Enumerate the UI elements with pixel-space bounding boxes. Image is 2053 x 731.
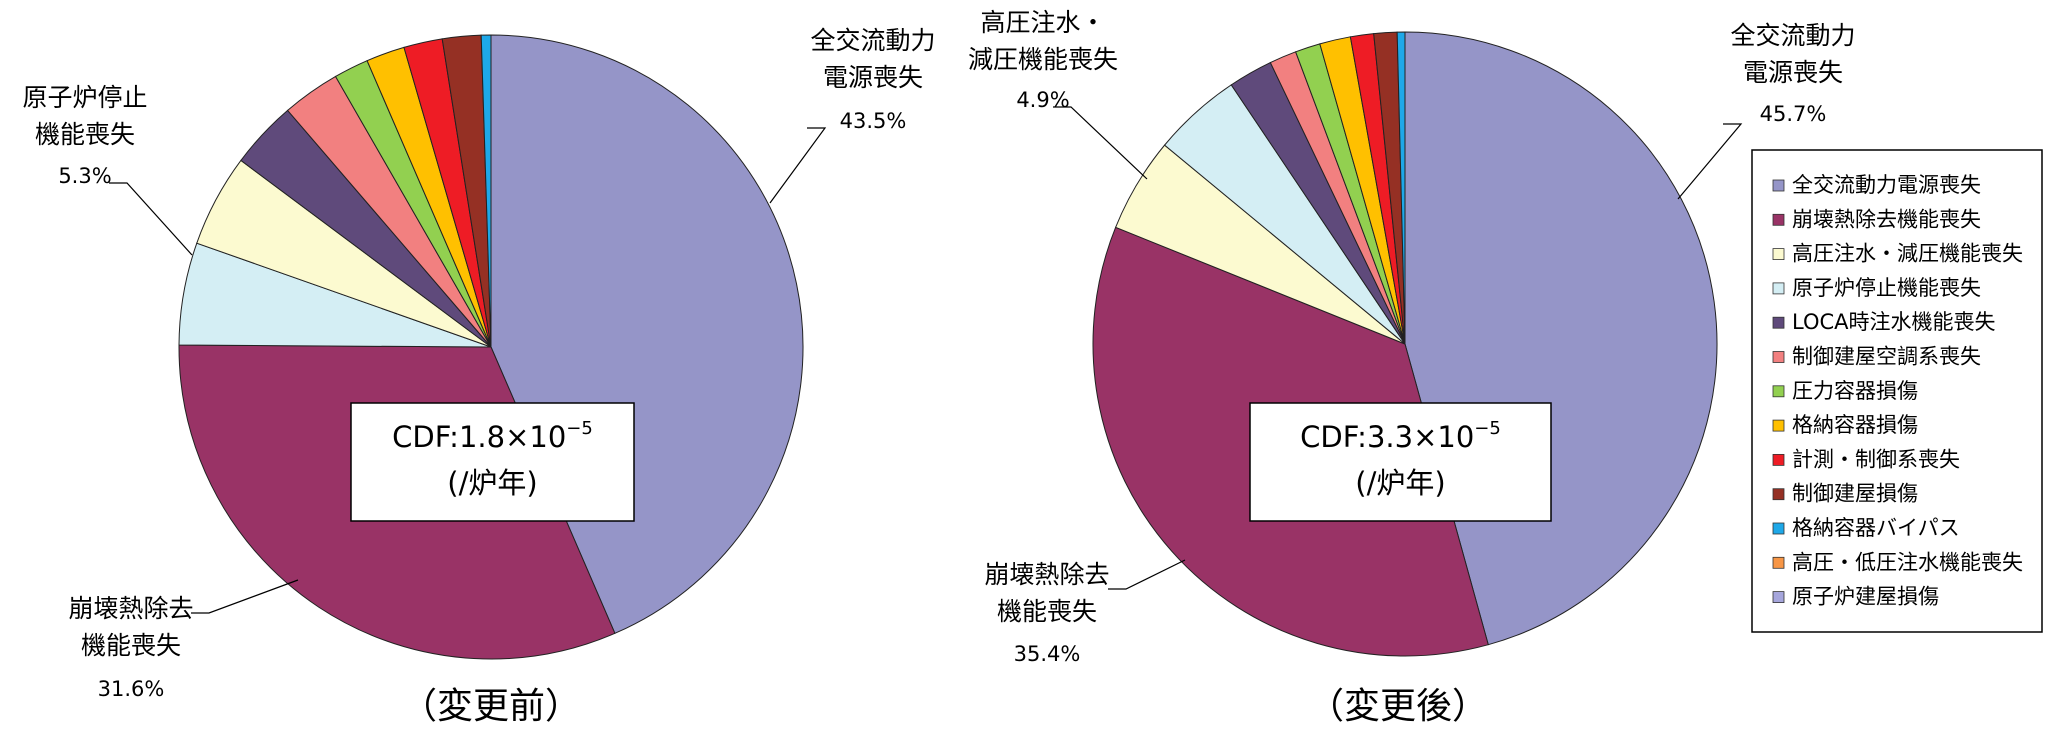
pie-slice [1396, 31, 1406, 345]
cdf-main: CDF:1.8×10 [392, 420, 566, 454]
cdf-box [350, 402, 635, 522]
chart-title: （変更前） [401, 686, 581, 727]
legend-swatch [1772, 316, 1785, 329]
slice-label: 崩壊熱除去 [984, 560, 1109, 589]
legend-label: 格納容器バイパス [1792, 516, 1960, 540]
legend-swatch [1772, 522, 1785, 535]
legend-label: 計測・制御系喪失 [1792, 447, 1960, 471]
slice-label: 機能喪失 [81, 631, 181, 660]
legend-label: 格納容器損傷 [1792, 413, 1918, 437]
legend-label: 原子炉建屋損傷 [1792, 585, 1939, 609]
slice-value-label: 45.7% [1760, 102, 1827, 126]
legend-label: LOCA時注水機能喪失 [1792, 310, 1996, 334]
leader-line [191, 579, 299, 614]
slice-value-label: 31.6% [98, 677, 165, 701]
slice-value-label: 5.3% [58, 164, 111, 188]
cdf-unit: (/炉年) [1355, 466, 1445, 500]
legend-label: 崩壊熱除去機能喪失 [1792, 207, 1981, 231]
cdf-text: CDF:3.3×10−5 [1300, 418, 1501, 454]
legend-swatch [1772, 453, 1785, 466]
slice-value-label: 35.4% [1014, 642, 1081, 666]
slice-label: 崩壊熱除去 [68, 594, 193, 623]
cdf-text: CDF:1.8×10−5 [392, 418, 593, 454]
leader-line [769, 127, 827, 204]
slice-value-label: 4.9% [1016, 88, 1069, 112]
slice-label: 高圧注水・ [980, 8, 1105, 37]
leader-line [1053, 106, 1148, 180]
legend-swatch [1772, 385, 1785, 398]
legend-label: 高圧注水・減圧機能喪失 [1792, 242, 2023, 266]
legend-swatch [1772, 591, 1785, 603]
legend-swatch [1772, 248, 1785, 261]
pie-slice [480, 34, 492, 348]
legend-swatch [1772, 419, 1785, 432]
cdf-exponent: −5 [566, 418, 593, 439]
legend-swatch [1772, 213, 1785, 226]
legend-swatch [1772, 351, 1785, 363]
slice-label: 電源喪失 [823, 63, 923, 92]
legend-swatch [1772, 282, 1785, 295]
leader-line [1677, 123, 1743, 200]
cdf-unit: (/炉年) [447, 466, 537, 500]
legend-swatch [1772, 179, 1785, 192]
legend-label: 全交流動力電源喪失 [1792, 173, 1981, 197]
leader-line [109, 182, 193, 256]
cdf-exponent: −5 [1474, 418, 1501, 439]
slice-label: 減圧機能喪失 [968, 45, 1118, 74]
cdf-main: CDF:3.3×10 [1300, 420, 1474, 454]
legend-label: 制御建屋空調系喪失 [1792, 345, 1981, 369]
slice-value-label: 43.5% [840, 109, 907, 133]
legend-label: 高圧・低圧注水機能喪失 [1792, 550, 2023, 574]
leader-line [1108, 559, 1186, 590]
chart-title: （変更後） [1308, 686, 1488, 727]
slice-label: 電源喪失 [1743, 58, 1843, 87]
slice-label: 機能喪失 [35, 120, 135, 149]
legend-swatch [1772, 488, 1785, 501]
legend-label: 原子炉停止機能喪失 [1792, 276, 1981, 300]
legend-box [1751, 149, 2043, 633]
legend-label: 圧力容器損傷 [1792, 379, 1918, 403]
slice-label: 全交流動力 [1730, 21, 1855, 50]
slice-label: 原子炉停止 [22, 83, 147, 112]
cdf-box [1249, 402, 1552, 522]
legend-swatch [1772, 556, 1785, 569]
slice-label: 機能喪失 [997, 597, 1097, 626]
legend-label: 制御建屋損傷 [1792, 482, 1918, 506]
slice-label: 全交流動力 [810, 26, 935, 55]
